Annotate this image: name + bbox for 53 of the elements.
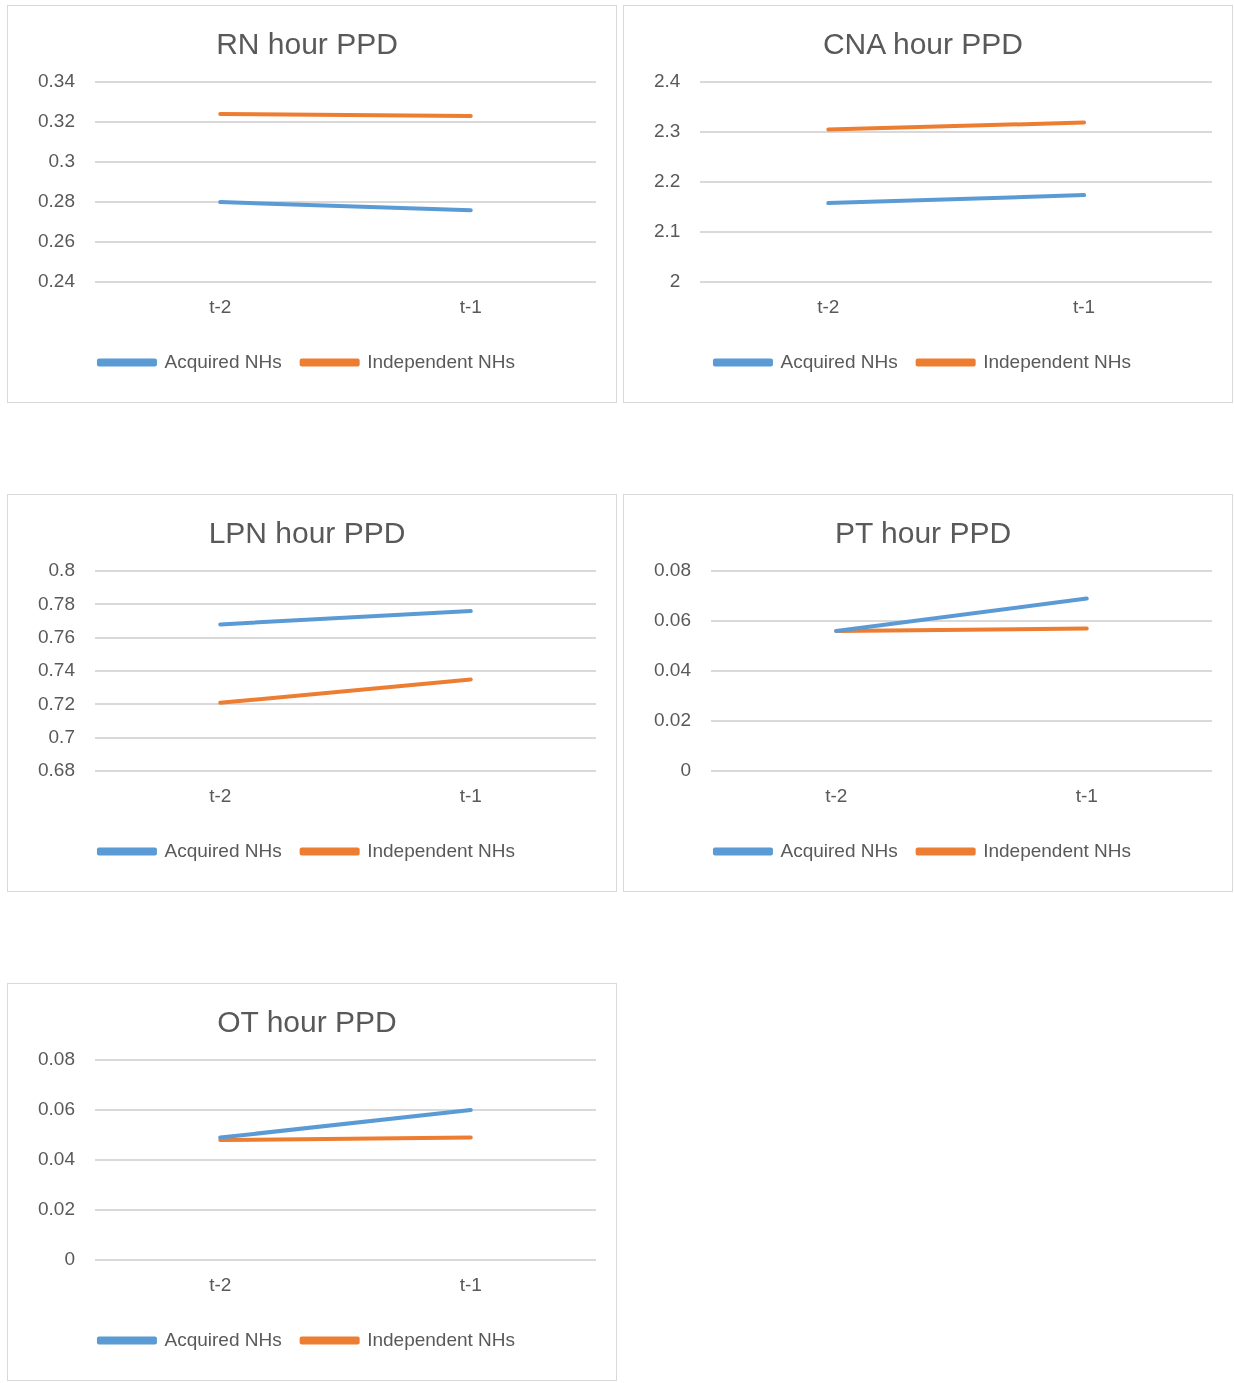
x-tick-label: t-1 <box>1073 295 1096 317</box>
y-tick-label: 0.68 <box>38 759 75 781</box>
x-tick-label: t-1 <box>1075 784 1098 806</box>
y-tick-label: 0.08 <box>654 559 691 581</box>
x-tick-label: t-2 <box>209 784 232 806</box>
legend-label: Acquired NHs <box>164 350 282 372</box>
y-tick-label: 0.78 <box>38 592 75 614</box>
y-tick-label: 0.76 <box>38 625 75 647</box>
x-tick-label: t-1 <box>459 784 482 806</box>
x-tick-label: t-2 <box>209 1273 232 1295</box>
chart-title: PT hour PPD <box>834 516 1012 550</box>
y-tick-label: 0.3 <box>48 150 75 172</box>
y-tick-label: 0.32 <box>38 110 75 132</box>
legend-label: Independent NHs <box>367 350 516 372</box>
y-tick-label: 0.74 <box>38 659 76 681</box>
legend-label: Acquired NHs <box>780 350 898 372</box>
y-tick-label: 0.72 <box>38 692 75 714</box>
y-tick-label: 2 <box>669 270 681 292</box>
y-tick-label: 0.02 <box>654 709 691 731</box>
y-tick-label: 2.3 <box>653 120 681 142</box>
x-tick-label: t-2 <box>209 295 232 317</box>
y-tick-label: 2.4 <box>653 70 681 92</box>
y-tick-label: 2.2 <box>653 170 681 192</box>
chart-title: LPN hour PPD <box>208 516 406 550</box>
x-tick-label: t-1 <box>459 1273 482 1295</box>
legend-label: Independent NHs <box>983 839 1132 861</box>
y-tick-label: 0.26 <box>38 230 75 252</box>
y-tick-label: 0.8 <box>48 559 75 581</box>
y-tick-label: 0.34 <box>38 70 76 92</box>
y-tick-label: 0.04 <box>38 1148 76 1170</box>
chart-title: OT hour PPD <box>217 1005 397 1039</box>
y-tick-label: 0.06 <box>654 609 691 631</box>
y-tick-label: 0.08 <box>38 1048 75 1070</box>
y-tick-label: 0 <box>680 759 691 781</box>
y-tick-label: 0.06 <box>38 1098 75 1120</box>
legend-label: Independent NHs <box>983 350 1132 372</box>
legend-label: Independent NHs <box>367 1328 516 1350</box>
y-tick-label: 0.04 <box>654 659 692 681</box>
legend-label: Acquired NHs <box>780 839 898 861</box>
legend-label: Acquired NHs <box>164 839 282 861</box>
y-tick-label: 0.28 <box>38 190 75 212</box>
y-tick-label: 0.24 <box>38 270 76 292</box>
y-tick-label: 2.1 <box>653 220 681 242</box>
x-tick-label: t-2 <box>817 295 840 317</box>
y-tick-label: 0 <box>64 1248 75 1270</box>
x-tick-label: t-2 <box>825 784 848 806</box>
y-tick-label: 0.7 <box>48 726 75 748</box>
legend-label: Acquired NHs <box>164 1328 282 1350</box>
legend-label: Independent NHs <box>367 839 516 861</box>
x-tick-label: t-1 <box>459 295 482 317</box>
y-tick-label: 0.02 <box>38 1198 75 1220</box>
chart-title: RN hour PPD <box>216 27 398 61</box>
chart-title: CNA hour PPD <box>822 27 1024 61</box>
